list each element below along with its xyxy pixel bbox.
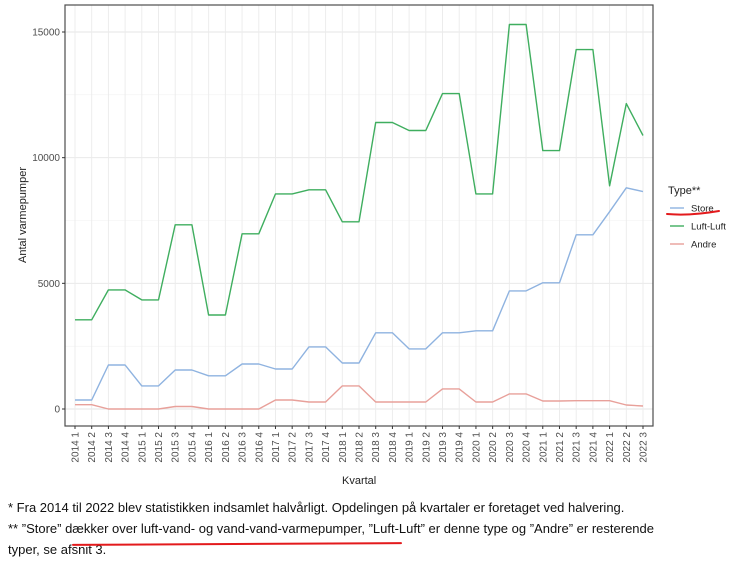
grid-lines	[65, 5, 653, 426]
series-lines	[75, 23, 644, 410]
legend-label: Luft-Luft	[691, 222, 726, 233]
footnote-2: ** ”Store” dækker over luft-vand- og van…	[8, 518, 736, 539]
footnote-1: * Fra 2014 til 2022 blev statistikken in…	[8, 500, 625, 515]
x-tick-label: 2017 4	[321, 432, 332, 463]
series-line-store	[75, 187, 644, 401]
x-axis-title: Kvartal	[342, 475, 376, 487]
x-axis: 2014 1 2014 2 2014 3 2014 4 2015 1 2015 2 2015…	[71, 426, 650, 463]
footnote-2-prefix: **	[8, 521, 22, 536]
y-tick-label: 10000	[32, 153, 60, 164]
x-tick-label: 2015 2	[154, 432, 165, 463]
x-tick-label: 2016 1	[204, 432, 215, 463]
x-tick-label: 2022 1	[605, 432, 616, 463]
y-tick-label: 15000	[32, 28, 60, 39]
x-tick-label: 2020 4	[522, 432, 533, 463]
x-tick-label: 2017 3	[304, 432, 315, 463]
x-tick-label: 2017 1	[271, 432, 282, 463]
x-tick-label: 2021 4	[588, 432, 599, 463]
x-tick-label: 2020 3	[505, 432, 516, 463]
y-tick-label: 5000	[38, 279, 61, 290]
x-tick-label: 2021 3	[572, 432, 583, 463]
line-chart: 0 5000 10000 15000 2014 1 2014 2 2014 3 2014 4…	[17, 4, 726, 487]
x-tick-label: 2015 4	[187, 432, 198, 463]
y-axis-title: Antal varmepumper	[17, 167, 29, 263]
x-tick-label: 2016 3	[238, 432, 249, 463]
x-tick-label: 2020 2	[488, 432, 499, 463]
x-tick-label: 2015 1	[137, 432, 148, 463]
x-tick-label: 2018 3	[371, 432, 382, 463]
legend-highlight-underline	[666, 210, 720, 216]
x-tick-label: 2019 1	[405, 432, 416, 463]
x-tick-label: 2021 1	[538, 432, 549, 463]
legend: Type** Store Luft-Luft Andre	[668, 185, 726, 251]
x-tick-label: 2019 3	[438, 432, 449, 463]
x-tick-label: 2018 2	[355, 432, 366, 463]
series-line-luft-luft	[75, 23, 644, 321]
x-tick-label: 2018 4	[388, 432, 399, 463]
footnote-2-highlighted: ”Store” dækker over luft-vand- og vand-v…	[21, 521, 365, 536]
x-tick-label: 2018 1	[338, 432, 349, 463]
legend-label: Store	[691, 204, 714, 215]
x-tick-label: 2022 3	[639, 432, 650, 463]
x-tick-label: 2019 2	[421, 432, 432, 463]
x-tick-label: 2015 3	[171, 432, 182, 463]
x-tick-label: 2014 1	[71, 432, 82, 463]
x-tick-label: 2016 4	[254, 432, 265, 463]
legend-label: Andre	[691, 240, 716, 251]
x-tick-label: 2014 4	[121, 432, 132, 463]
x-tick-label: 2019 4	[455, 432, 466, 463]
y-tick-label: 0	[54, 405, 60, 416]
y-axis: 0 5000 10000 15000	[32, 28, 65, 416]
x-tick-label: 2021 2	[555, 432, 566, 463]
legend-title: Type**	[668, 185, 701, 197]
x-tick-label: 2022 2	[622, 432, 633, 463]
x-tick-label: 2020 1	[471, 432, 482, 463]
x-tick-label: 2014 3	[104, 432, 115, 463]
x-tick-label: 2017 2	[288, 432, 299, 463]
x-tick-label: 2016 2	[221, 432, 232, 463]
footnote-2-rest: ”Luft-Luft” er denne type og ”Andre” er …	[364, 521, 654, 536]
x-tick-label: 2014 2	[87, 432, 98, 463]
footnotes: * Fra 2014 til 2022 blev statistikken in…	[8, 497, 736, 560]
series-line-andre	[75, 385, 644, 410]
